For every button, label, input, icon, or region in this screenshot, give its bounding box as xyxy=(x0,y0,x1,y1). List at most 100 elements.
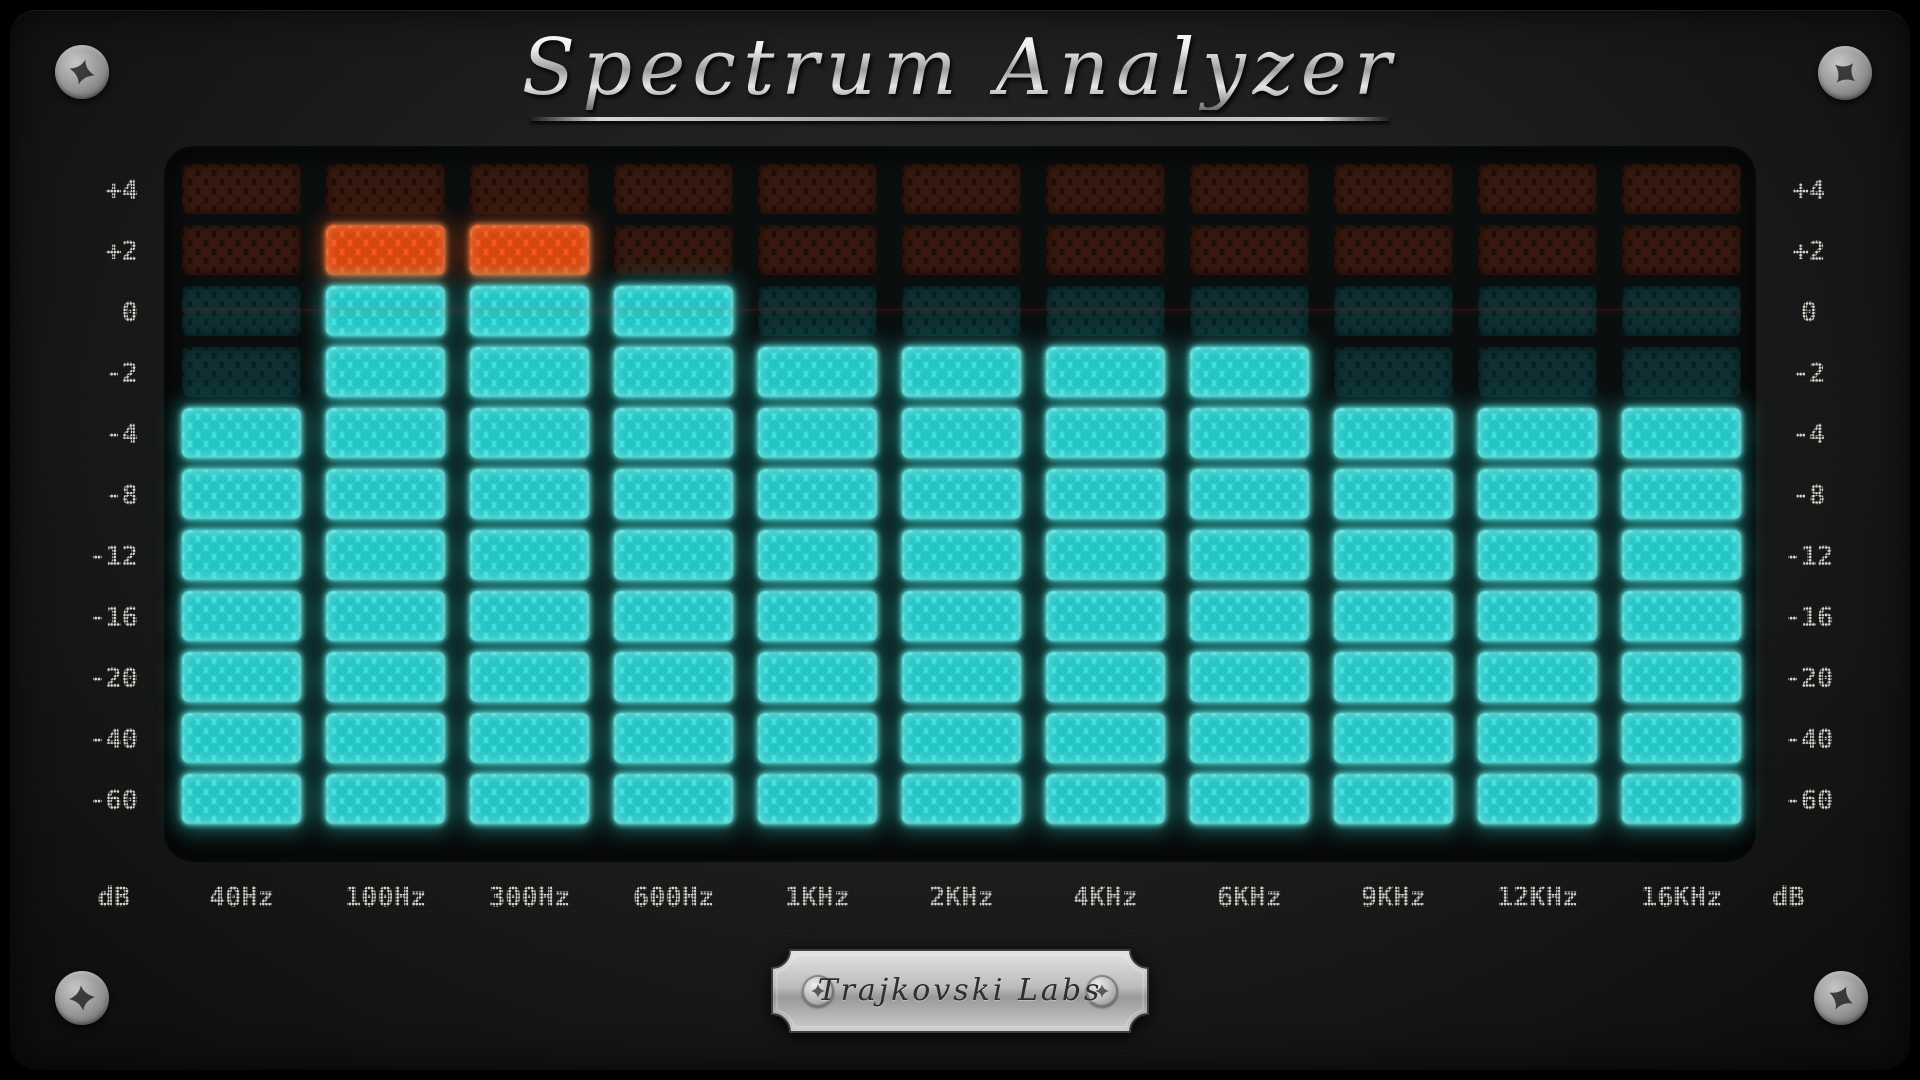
led-cell xyxy=(1622,774,1741,824)
led-cell xyxy=(1478,713,1597,763)
led-cell xyxy=(182,225,301,275)
led-cell xyxy=(1478,225,1597,275)
title-underline xyxy=(530,117,1390,121)
frequency-label: 600Hz xyxy=(632,882,715,913)
led-cell xyxy=(758,225,877,275)
screw-top-left-icon xyxy=(55,45,109,99)
led-cell xyxy=(470,774,589,824)
led-cell xyxy=(614,652,733,702)
screw-bottom-right-icon xyxy=(1814,971,1868,1025)
led-cell xyxy=(902,469,1021,519)
led-cell xyxy=(614,408,733,458)
led-cell xyxy=(1190,408,1309,458)
led-cell xyxy=(1334,652,1453,702)
led-cell xyxy=(1334,591,1453,641)
frequency-label: 1KHz xyxy=(784,882,851,913)
led-cell xyxy=(1478,347,1597,397)
led-cell xyxy=(614,347,733,397)
db-scale-label: -8 xyxy=(1792,480,1826,511)
led-cell xyxy=(614,530,733,580)
screw-drive-icon xyxy=(1095,984,1109,998)
led-cell xyxy=(1046,347,1165,397)
frequency-label: 9KHz xyxy=(1360,882,1427,913)
led-cell xyxy=(1046,652,1165,702)
led-cell xyxy=(1478,774,1597,824)
led-cell xyxy=(1478,469,1597,519)
led-cell xyxy=(182,652,301,702)
led-cell xyxy=(326,652,445,702)
db-scale-label: -20 xyxy=(1784,663,1834,694)
led-cell xyxy=(470,225,589,275)
db-scale-label: -16 xyxy=(89,602,138,633)
led-cell xyxy=(182,469,301,519)
badge-plate xyxy=(771,949,1149,1033)
screw-drive-icon xyxy=(69,985,95,1011)
led-cell xyxy=(326,347,445,397)
led-cell xyxy=(902,286,1021,336)
led-cell xyxy=(1622,164,1741,214)
frequency-label: 16KHz xyxy=(1640,882,1723,913)
led-cell xyxy=(1478,286,1597,336)
led-cell xyxy=(902,591,1021,641)
led-cell xyxy=(1046,286,1165,336)
frequency-axis: 40Hz 100Hz 300Hz 600Hz 1KHz 2KHz 4KHz 6KHz 9KHz 1… xyxy=(182,880,1741,916)
screw-drive-icon xyxy=(69,59,95,85)
led-cell xyxy=(470,164,589,214)
led-cell xyxy=(182,408,301,458)
led-cell xyxy=(326,774,445,824)
led-cell xyxy=(470,347,589,397)
led-cell xyxy=(1334,713,1453,763)
led-cell xyxy=(758,347,877,397)
frequency-label: 12KHz xyxy=(1496,882,1579,913)
led-cell xyxy=(1046,591,1165,641)
led-cell xyxy=(614,286,733,336)
led-cell xyxy=(1478,408,1597,458)
led-cell xyxy=(1334,408,1453,458)
db-scale-label: 0 xyxy=(1800,297,1818,328)
led-cell xyxy=(326,469,445,519)
led-cell xyxy=(614,591,733,641)
led-cell xyxy=(902,164,1021,214)
led-cell xyxy=(614,164,733,214)
led-cell xyxy=(1334,164,1453,214)
screw-drive-icon xyxy=(811,984,825,998)
page-title: Spectrum Analyzer xyxy=(0,26,1920,110)
led-cell xyxy=(182,774,301,824)
led-cell xyxy=(182,713,301,763)
led-cell xyxy=(470,652,589,702)
led-cell xyxy=(1334,530,1453,580)
led-cell xyxy=(758,408,877,458)
screw-drive-icon xyxy=(1835,63,1855,83)
led-cell xyxy=(182,347,301,397)
db-scale-label: -8 xyxy=(105,480,138,511)
db-scale-label: 0 xyxy=(121,297,138,328)
db-scale-label: -60 xyxy=(89,785,138,816)
led-cell xyxy=(1622,469,1741,519)
brand-badge: Trajkovski Labs xyxy=(770,948,1150,1034)
frequency-label: 100Hz xyxy=(344,882,427,913)
db-unit-label-right: dB xyxy=(1772,882,1805,913)
led-cell xyxy=(1334,347,1453,397)
db-scale-label: -12 xyxy=(1784,541,1834,572)
led-cell xyxy=(1190,591,1309,641)
led-cell xyxy=(470,469,589,519)
badge-screw-left-icon xyxy=(802,975,834,1007)
led-cell xyxy=(470,286,589,336)
led-cell xyxy=(758,774,877,824)
db-scale-label: +2 xyxy=(1792,236,1826,267)
led-cell xyxy=(470,591,589,641)
led-cell xyxy=(1190,774,1309,824)
led-cell xyxy=(1622,286,1741,336)
led-cell xyxy=(902,347,1021,397)
led-cell xyxy=(758,591,877,641)
led-cell xyxy=(326,591,445,641)
led-cell xyxy=(1334,286,1453,336)
led-cell xyxy=(902,774,1021,824)
led-cell xyxy=(1046,164,1165,214)
led-cell xyxy=(1190,469,1309,519)
led-cell xyxy=(1478,652,1597,702)
led-cell xyxy=(758,713,877,763)
led-cell xyxy=(182,591,301,641)
led-cell xyxy=(1190,286,1309,336)
led-cell xyxy=(1478,164,1597,214)
